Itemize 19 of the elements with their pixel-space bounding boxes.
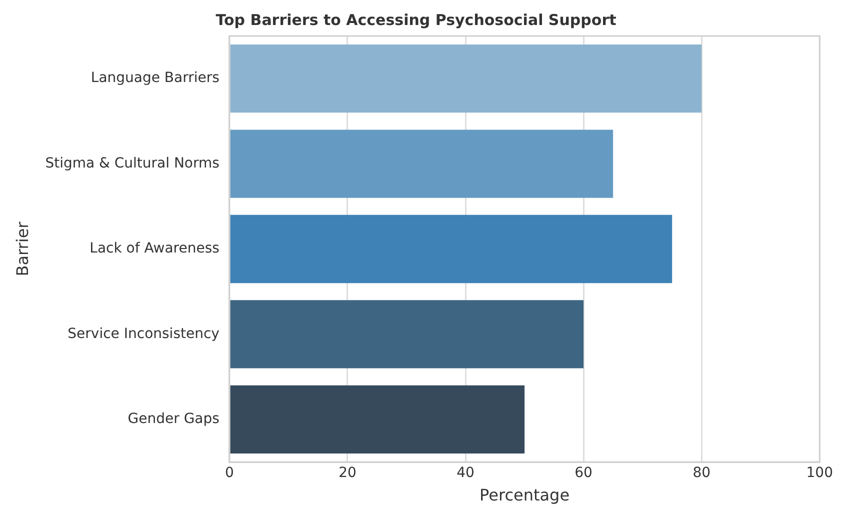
bar	[230, 300, 584, 368]
bar	[230, 130, 614, 198]
x-tick-label: 60	[574, 465, 592, 482]
x-axis-title: Percentage	[480, 486, 570, 505]
x-tick-label: 20	[338, 465, 356, 482]
y-tick-label: Lack of Awareness	[90, 240, 220, 257]
bar	[230, 214, 672, 284]
y-tick-label: Service Inconsistency	[68, 326, 220, 342]
bar	[230, 44, 702, 113]
y-tick-label: Language Barriers	[90, 70, 220, 86]
y-tick-label: Stigma & Cultural Norms	[45, 155, 220, 172]
y-tick-label: Gender Gaps	[128, 411, 220, 428]
x-tick-label: 0	[224, 465, 234, 482]
chart-title: Top Barriers to Accessing Psychosocial Support	[216, 10, 616, 29]
y-axis-title: Barrier	[12, 221, 32, 276]
x-tick-label: 40	[456, 465, 474, 482]
bar	[230, 385, 525, 454]
x-tick-label: 100	[806, 465, 834, 482]
x-tick-label: 80	[692, 465, 711, 482]
